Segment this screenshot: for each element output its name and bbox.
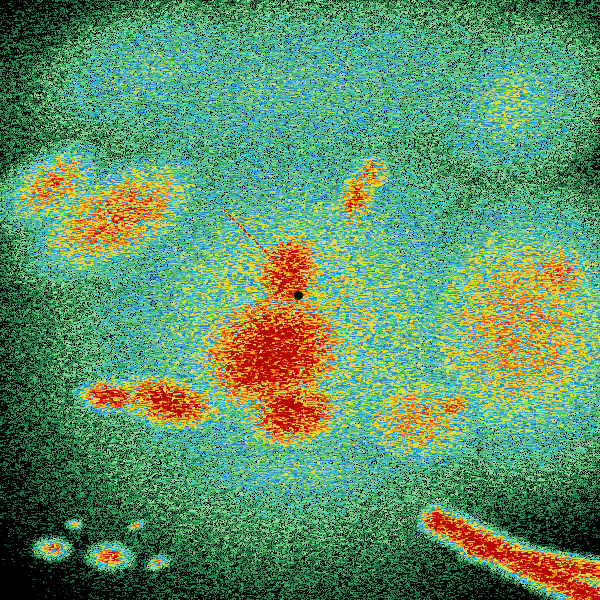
radar-image-viewport bbox=[0, 0, 600, 600]
radar-reflectivity-heatmap bbox=[0, 0, 600, 600]
